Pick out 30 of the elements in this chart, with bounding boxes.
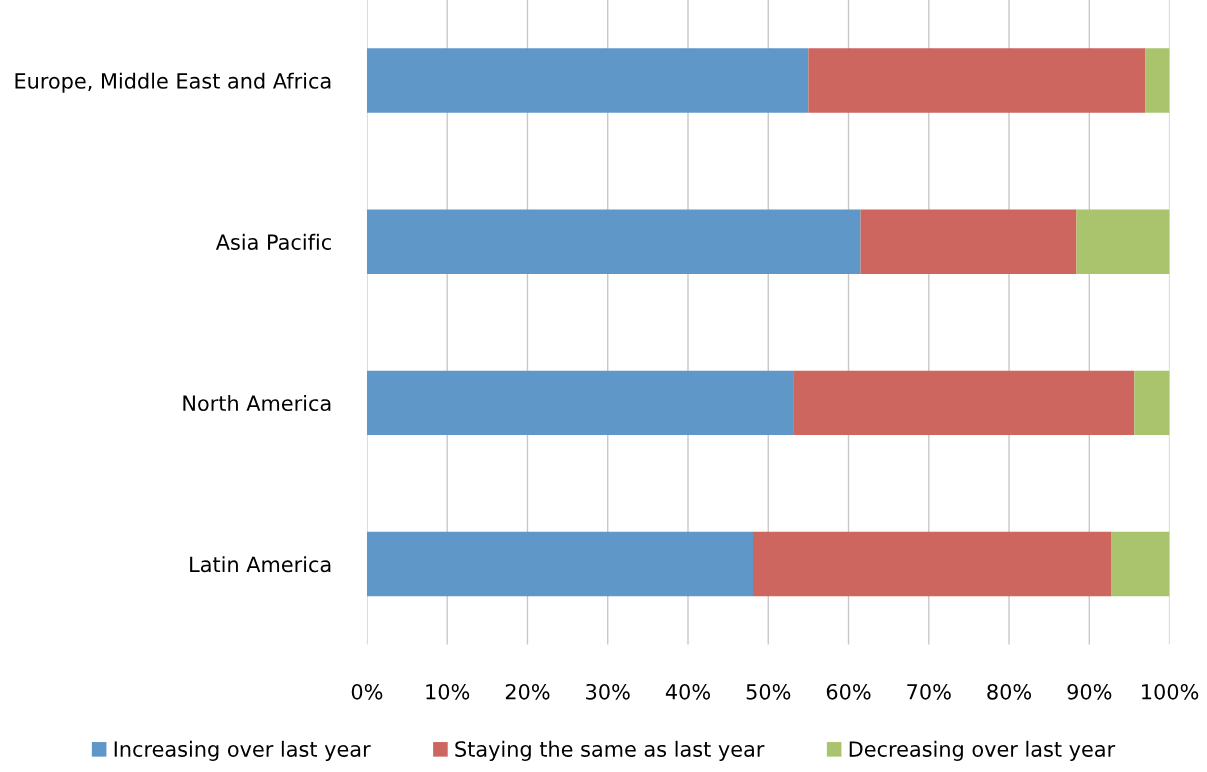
bar [860,209,1077,274]
bar [793,370,1135,436]
x-tick-label: 100% [1142,683,1199,700]
bar [753,531,1111,597]
bar [1076,209,1170,274]
x-tick-label: 60% [826,683,871,700]
x-tick-label: 90% [1067,683,1112,700]
x-tick-label: 0% [351,683,383,700]
x-tick-label: 40% [665,683,710,700]
bar [808,48,1146,113]
y-tick-label: Latin America [190,556,331,573]
bar [366,48,809,113]
legend-label: Staying the same as last year [455,740,765,761]
y-tick-label: Europe, Middle East and Africa [15,72,331,93]
x-tick-label: 80% [987,683,1032,700]
x-tick-label: 10% [426,683,470,700]
bar [366,370,794,436]
x-tick-label: 50% [746,683,791,700]
bar [366,209,861,274]
bar [1110,531,1170,597]
x-tick-label: 70% [907,683,951,700]
y-tick-label: North America [183,394,331,412]
legend-label: Increasing over last year [114,740,371,761]
bar [1145,48,1170,113]
bar [366,531,754,597]
y-tick-label: Asia Pacific [215,233,331,250]
bar [1134,370,1170,436]
x-tick-label: 30% [586,683,630,700]
legend-label: Decreasing over last year [849,740,1116,761]
x-tick-label: 20% [505,683,550,700]
